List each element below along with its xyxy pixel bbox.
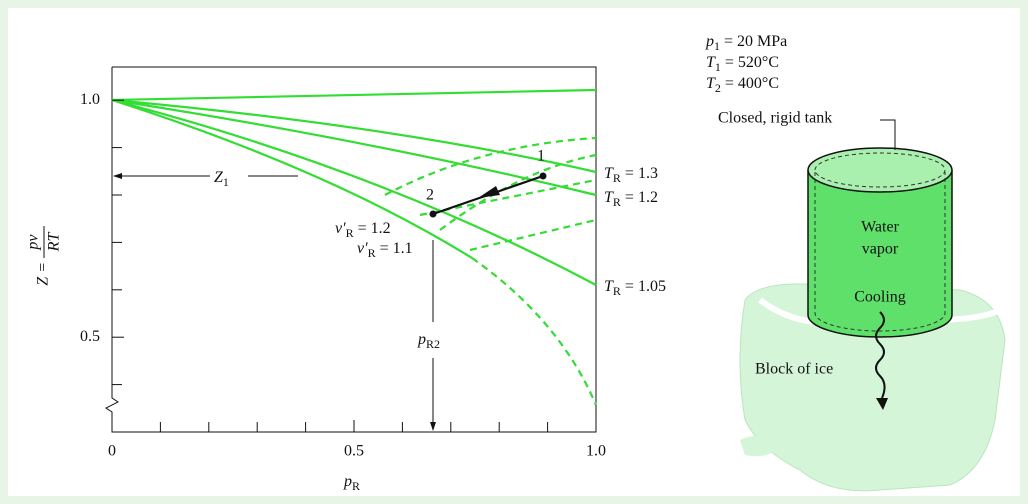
- condition: T2 = 400°C: [706, 75, 779, 95]
- condition: p1 = 20 MPa: [705, 33, 787, 53]
- tank-inner: [814, 172, 946, 332]
- label-sub: R: [613, 195, 621, 209]
- label-sub: R: [352, 479, 360, 493]
- process-label: Cooling: [854, 289, 906, 306]
- y-label-lhs: Z =: [35, 262, 52, 286]
- x-tick-label: 0: [108, 443, 116, 460]
- x-axis-label: pR: [343, 473, 360, 493]
- arrowhead: [113, 173, 122, 179]
- y-axis-label: Z = pv RT: [25, 226, 63, 286]
- curve-label: TR = 1.2: [604, 189, 658, 209]
- tank-top: [807, 147, 953, 193]
- label-main: p: [417, 331, 426, 348]
- y-tick-label: 0.5: [80, 328, 100, 345]
- label-rest: = 520°C: [725, 54, 779, 71]
- label-main: T: [706, 75, 716, 92]
- state-label: 2: [426, 187, 434, 204]
- label-rest: = 1.05: [625, 278, 666, 295]
- label-sub: R: [368, 246, 376, 260]
- label-rest: = 20 MPa: [724, 33, 787, 50]
- label-main: v′: [357, 240, 368, 257]
- condition: T1 = 520°C: [706, 54, 779, 74]
- curve: [471, 257, 598, 406]
- state-point: [539, 172, 547, 180]
- curve-label: TR = 1.3: [604, 165, 658, 185]
- label-main: p: [343, 473, 352, 490]
- label-sub: R: [346, 226, 354, 240]
- axes-frame: [105, 66, 597, 433]
- state-point: [429, 210, 437, 218]
- puddle: [740, 436, 780, 457]
- label-sub: R2: [426, 337, 440, 351]
- label-sub: R: [613, 171, 621, 185]
- arrowhead: [478, 186, 500, 198]
- arrowhead: [430, 422, 436, 431]
- label-main: p: [705, 33, 714, 50]
- x-tick-label: 0.5: [344, 443, 364, 460]
- illustration: [739, 119, 1006, 492]
- label-main: T: [604, 165, 614, 182]
- y-label-num: pv: [25, 234, 42, 251]
- x-tick-label: 1.0: [586, 443, 606, 460]
- label-main: T: [604, 189, 614, 206]
- curve: [111, 98, 473, 259]
- label-rest: = 1.3: [625, 165, 658, 182]
- label-sub: R: [613, 284, 621, 298]
- y-tick-label: 1.0: [80, 91, 100, 108]
- curve: [111, 88, 597, 102]
- curve: [111, 98, 597, 286]
- curve: [469, 218, 597, 252]
- label-sub: 1: [715, 60, 721, 74]
- label-sub: 2: [715, 81, 721, 95]
- label-rest: = 1.2: [358, 220, 391, 237]
- label-rest: = 400°C: [725, 75, 779, 92]
- volume-label: v′R = 1.1: [357, 240, 413, 260]
- pr2-label: pR2: [417, 331, 440, 351]
- label-main: T: [706, 54, 716, 71]
- label-main: T: [604, 278, 614, 295]
- contents: vapor: [862, 241, 899, 258]
- curve-label: TR = 1.05: [604, 278, 666, 298]
- curve: [384, 136, 597, 196]
- curves: [111, 88, 598, 406]
- heat-arrow: [875, 311, 886, 399]
- label-rest: = 1.1: [380, 240, 413, 257]
- leader-line: [880, 119, 896, 150]
- label-sub: 1: [223, 175, 229, 189]
- contents: Water: [861, 219, 899, 236]
- label-rest: = 1.2: [625, 189, 658, 206]
- y-label-den: RT: [46, 232, 63, 253]
- z1-label: Z1: [214, 169, 229, 189]
- volume-label: v′R = 1.2: [335, 220, 391, 240]
- curve: [111, 98, 597, 174]
- ice-label: Block of ice: [755, 361, 833, 378]
- tank-inner-top: [814, 152, 946, 188]
- tank-label: Closed, rigid tank: [718, 110, 832, 127]
- label-main: Z: [214, 169, 224, 186]
- tank-body: [807, 170, 953, 338]
- label-main: v′: [335, 220, 346, 237]
- state-label: 1: [537, 148, 545, 165]
- arrowhead: [876, 398, 888, 410]
- label-sub: 1: [714, 39, 720, 53]
